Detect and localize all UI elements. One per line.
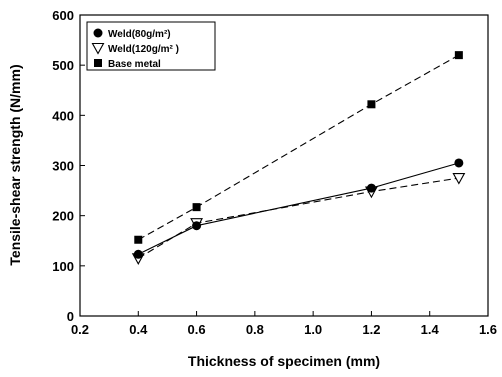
data-point [366,183,376,193]
x-axis-title: Thickness of specimen (mm) [188,353,380,369]
legend: Weld(80g/m²) Weld(120g/m² ) Base metal [86,21,216,71]
legend-marker-base-metal [94,59,102,67]
x-tick-label: 0.2 [71,322,89,337]
data-point [192,203,201,212]
y-tick-label: 500 [52,58,74,73]
y-tick-label: 400 [52,108,74,123]
data-point [454,158,464,168]
series-line [138,177,459,259]
data-point [452,172,466,185]
x-tick-label: 1.6 [479,322,497,337]
x-tick-label: 0.8 [246,322,264,337]
x-tick-label: 0.4 [129,322,148,337]
x-tick-label: 0.6 [188,322,206,337]
x-tick-label: 1.0 [304,322,322,337]
data-point [133,249,143,259]
series-layer [131,51,466,265]
ticks-layer: 0.2 0.4 0.6 0.8 1.0 1.2 1.4 1.6 0 100 200 300 400 500… [52,8,497,337]
data-point [367,100,376,109]
x-tick-label: 1.4 [421,322,440,337]
data-point [134,235,143,244]
series-line [138,54,460,241]
legend-marker-weld-120 [91,42,105,55]
x-tick-label: 1.2 [362,322,380,337]
y-tick-label: 200 [52,209,74,224]
y-tick-label: 0 [67,309,74,324]
legend-label-weld-120: Weld(120g/m² ) [108,44,179,55]
legend-box [86,21,216,71]
y-tick-label: 600 [52,8,74,23]
y-axis-title: Tensile-shear strength (N/mm) [7,64,23,265]
data-point [192,221,202,231]
legend-label-weld-80: Weld(80g/m²) [108,29,171,40]
y-tick-label: 300 [52,159,74,174]
legend-label-base-metal: Base metal [108,59,161,70]
legend-marker-weld-80 [93,28,103,38]
y-tick-label: 100 [52,259,74,274]
data-point [454,51,463,60]
series-line [138,162,460,255]
